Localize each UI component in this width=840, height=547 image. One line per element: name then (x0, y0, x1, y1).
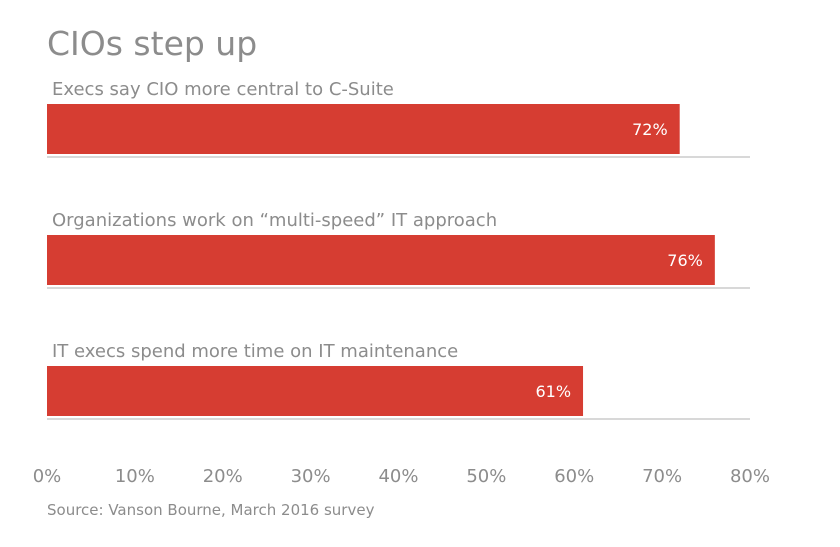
bar-value-label: 72% (632, 120, 668, 139)
source-note: Source: Vanson Bourne, March 2016 survey (47, 501, 375, 519)
bar-group: Execs say CIO more central to C-Suite 72%… (47, 79, 750, 420)
x-tick-label: 20% (203, 466, 243, 487)
x-tick-label: 70% (642, 466, 682, 487)
category-label: IT execs spend more time on IT maintenan… (52, 341, 458, 362)
bar (47, 235, 715, 285)
x-axis-ticks: 0% 10% 20% 30% 40% 50% 60% 70% 80% (33, 466, 770, 487)
x-tick-label: 80% (730, 466, 770, 487)
category-label: Organizations work on “multi-speed” IT a… (52, 210, 497, 231)
x-tick-label: 60% (554, 466, 594, 487)
bar-value-label: 76% (667, 251, 703, 270)
bar (47, 104, 680, 154)
category-label: Execs say CIO more central to C-Suite (52, 79, 394, 100)
x-tick-label: 0% (33, 466, 62, 487)
chart-title: CIOs step up (47, 24, 257, 63)
bar-value-label: 61% (535, 382, 571, 401)
x-tick-label: 40% (378, 466, 418, 487)
bar (47, 366, 584, 416)
x-tick-label: 10% (115, 466, 155, 487)
x-tick-label: 50% (466, 466, 506, 487)
x-tick-label: 30% (291, 466, 331, 487)
